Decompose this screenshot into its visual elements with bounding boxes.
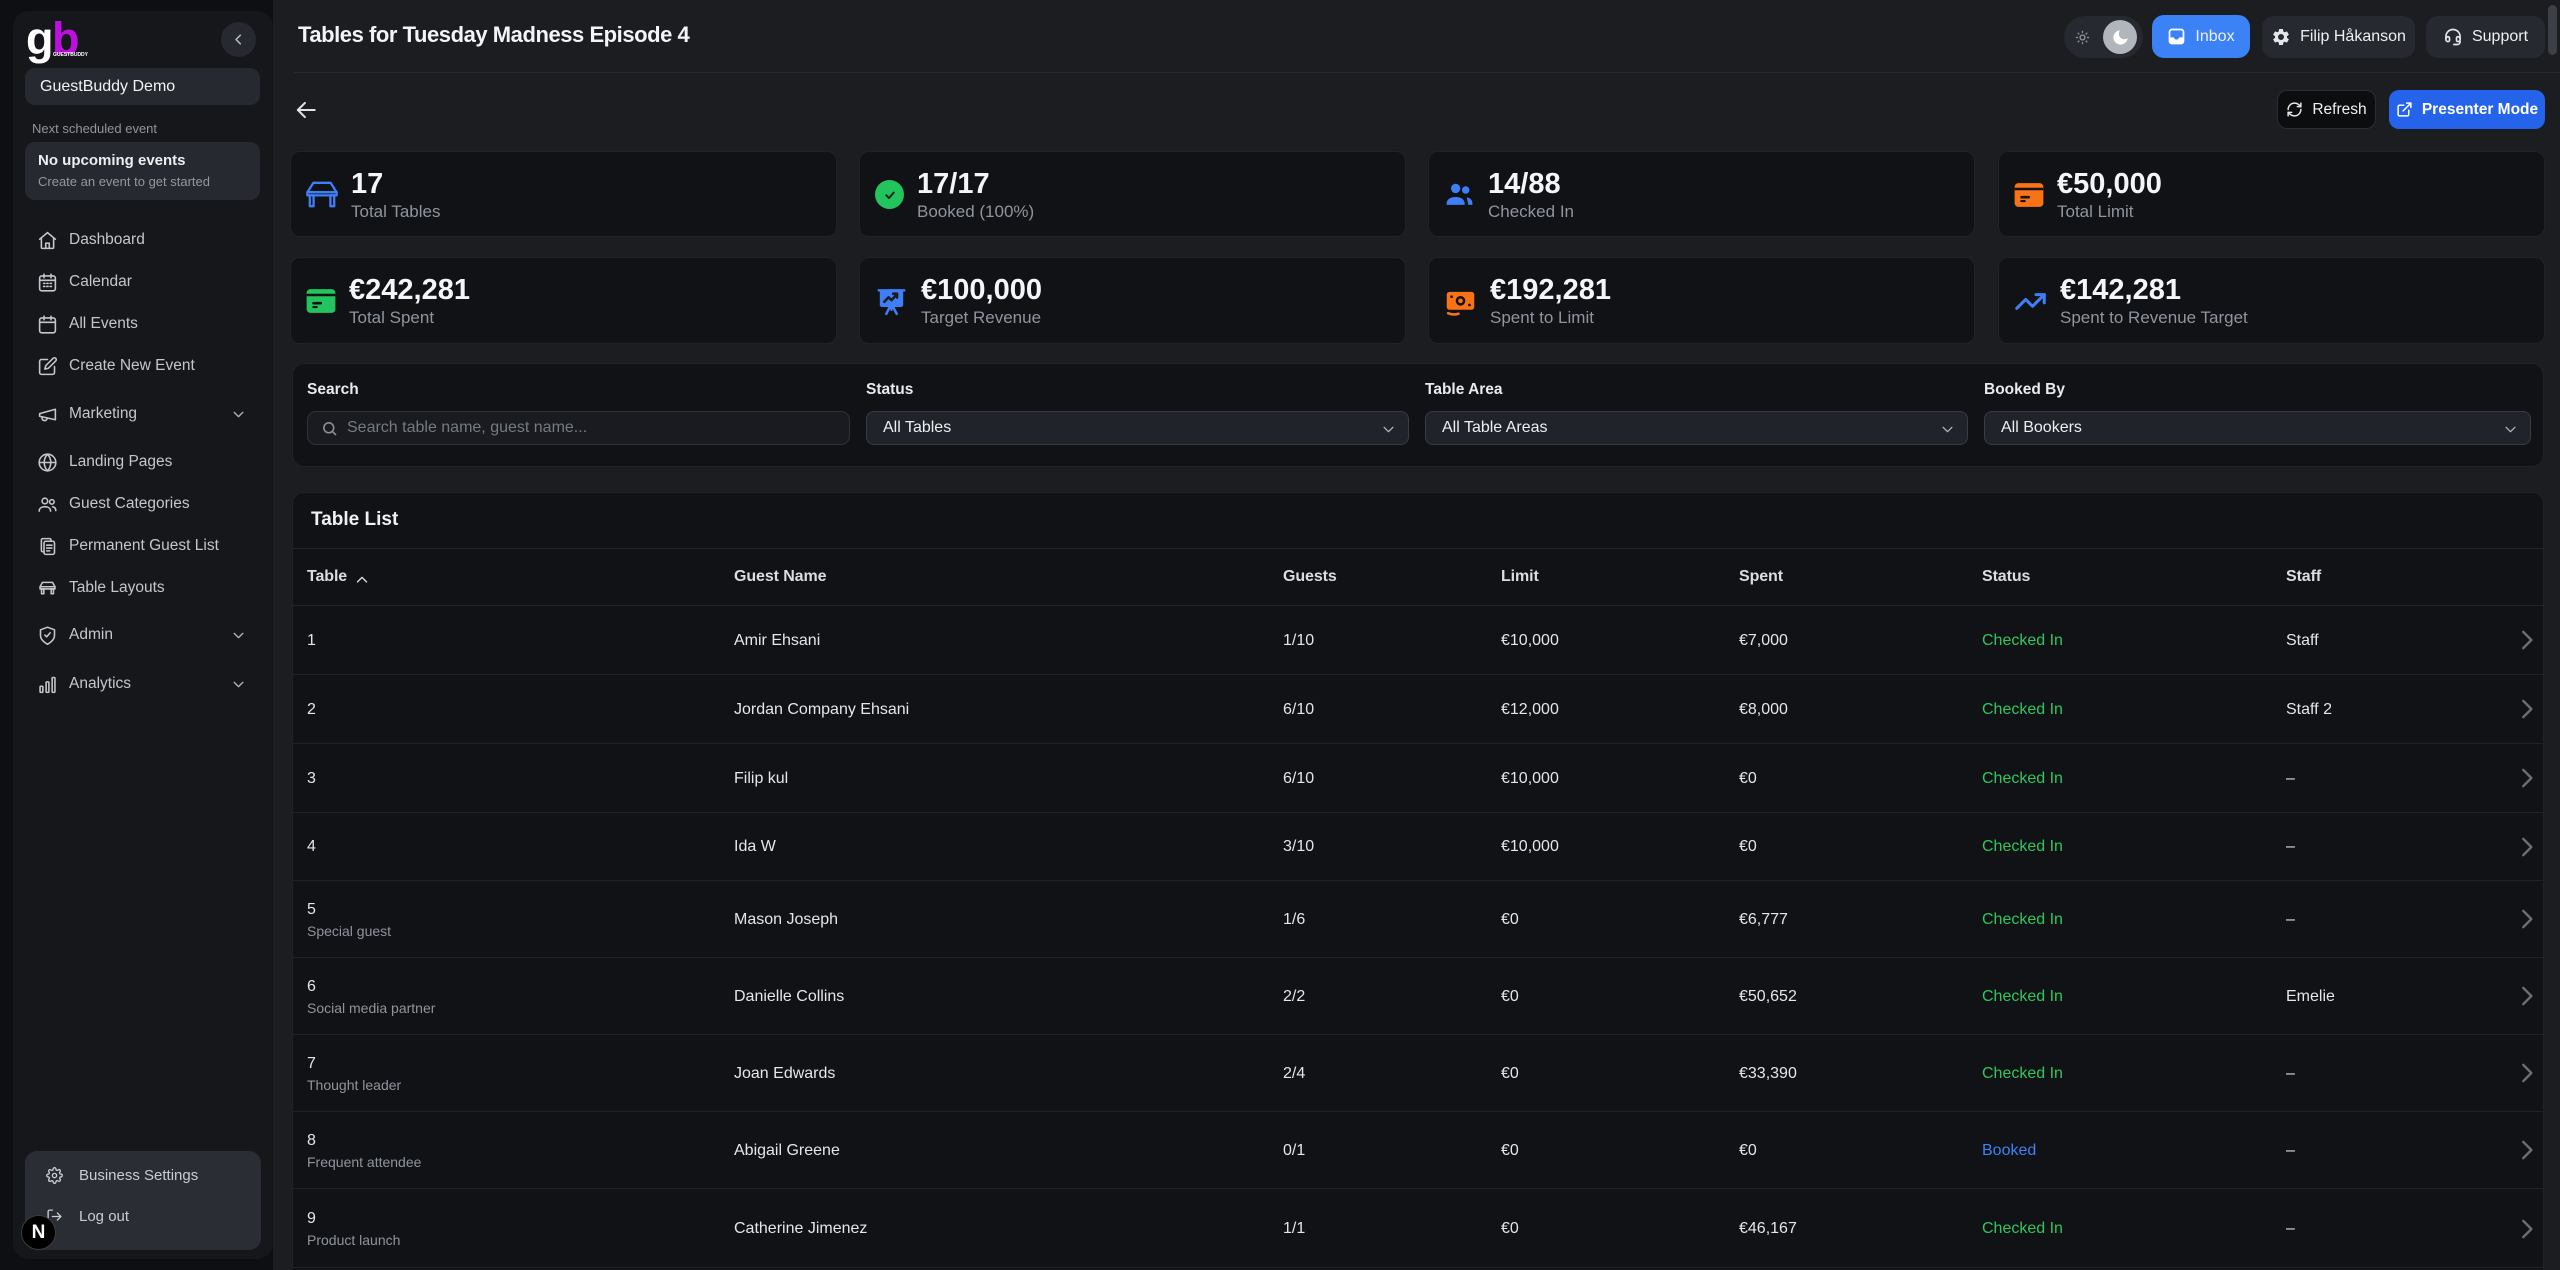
svg-text:GUESTBUDDY: GUESTBUDDY [53, 52, 89, 58]
svg-text:g: g [26, 13, 54, 64]
svg-text:b: b [52, 13, 80, 64]
